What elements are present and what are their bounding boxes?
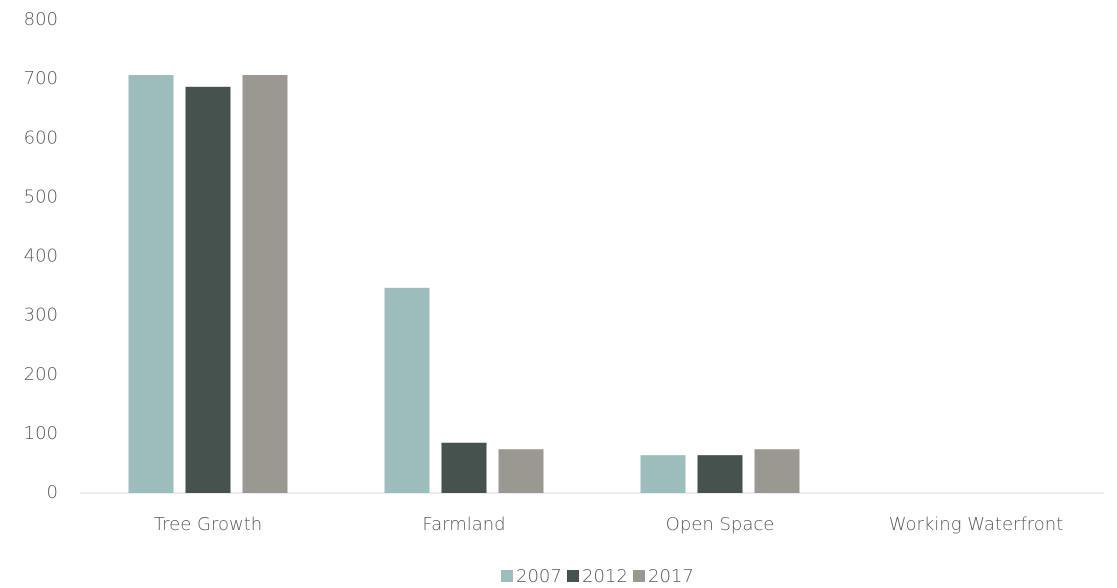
- y-tick-label: 100: [24, 423, 58, 444]
- bar: [384, 287, 430, 493]
- legend-swatch: [633, 570, 645, 582]
- x-tick-label: Open Space: [666, 514, 775, 535]
- legend-label: 2012: [582, 566, 628, 587]
- bar: [242, 74, 288, 493]
- x-tick-label: Farmland: [422, 514, 505, 535]
- legend-label: 2017: [648, 566, 694, 587]
- bar: [754, 449, 800, 493]
- x-tick-label: Tree Growth: [154, 514, 262, 535]
- y-tick-label: 200: [24, 364, 58, 385]
- bar: [441, 442, 487, 493]
- bar: [697, 455, 743, 493]
- y-tick-label: 800: [24, 9, 58, 30]
- legend-swatch: [567, 570, 579, 582]
- bar: [498, 449, 544, 493]
- y-tick-label: 0: [47, 482, 58, 503]
- legend-label: 2007: [516, 566, 562, 587]
- x-tick-label: Working Waterfront: [889, 514, 1064, 535]
- bar: [640, 455, 686, 493]
- bar: [185, 86, 231, 493]
- y-tick-label: 500: [24, 186, 58, 207]
- legend-swatch: [501, 570, 513, 582]
- bar: [128, 74, 174, 493]
- y-tick-label: 300: [24, 305, 58, 326]
- y-tick-label: 600: [24, 127, 58, 148]
- y-tick-label: 700: [24, 68, 58, 89]
- y-tick-label: 400: [24, 246, 58, 267]
